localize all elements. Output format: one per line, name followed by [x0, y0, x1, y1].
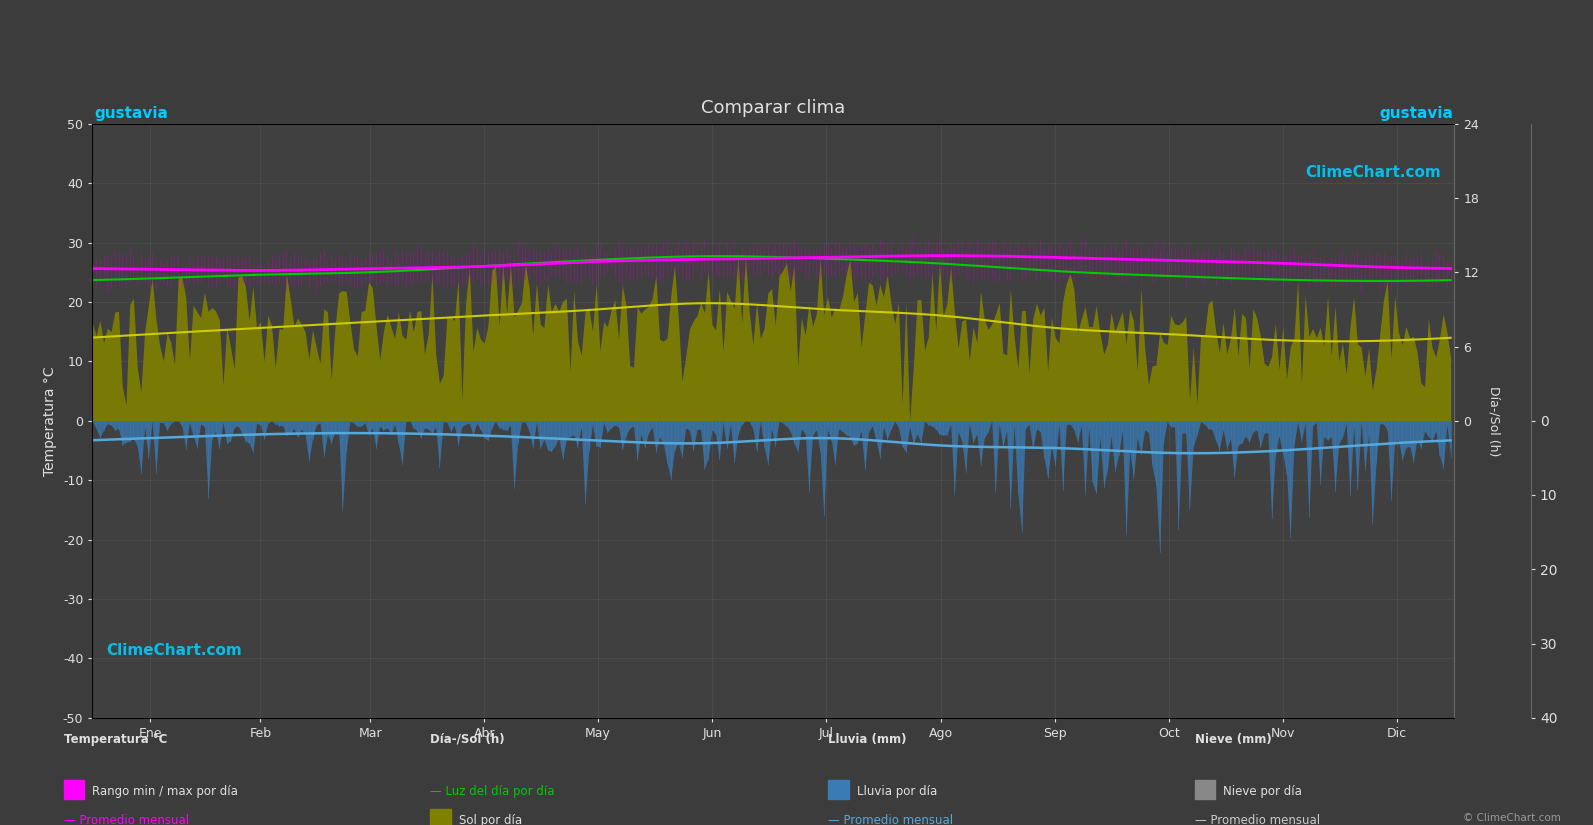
Text: Rango min / max por día: Rango min / max por día — [92, 785, 239, 799]
Text: Lluvia por día: Lluvia por día — [857, 785, 937, 799]
Text: gustavia: gustavia — [94, 106, 167, 121]
Text: — Promedio mensual: — Promedio mensual — [828, 814, 954, 825]
Text: Temperatura °C: Temperatura °C — [64, 733, 167, 746]
Text: Día-/Sol (h): Día-/Sol (h) — [430, 733, 505, 746]
Text: ClimeChart.com: ClimeChart.com — [107, 644, 242, 658]
Title: Comparar clima: Comparar clima — [701, 99, 846, 116]
Text: ClimeChart.com: ClimeChart.com — [1305, 165, 1440, 181]
Text: Nieve (mm): Nieve (mm) — [1195, 733, 1271, 746]
Text: Lluvia (mm): Lluvia (mm) — [828, 733, 906, 746]
Text: Sol por día: Sol por día — [459, 814, 523, 825]
Text: — Promedio mensual: — Promedio mensual — [1195, 814, 1321, 825]
Text: — Promedio mensual: — Promedio mensual — [64, 814, 190, 825]
Text: © ClimeChart.com: © ClimeChart.com — [1464, 813, 1561, 823]
Text: Nieve por día: Nieve por día — [1223, 785, 1303, 799]
Y-axis label: Temperatura °C: Temperatura °C — [43, 366, 57, 475]
Text: gustavia: gustavia — [1380, 106, 1453, 121]
Y-axis label: Día-/Sol (h): Día-/Sol (h) — [1488, 385, 1501, 456]
Text: — Luz del día por día: — Luz del día por día — [430, 785, 554, 799]
